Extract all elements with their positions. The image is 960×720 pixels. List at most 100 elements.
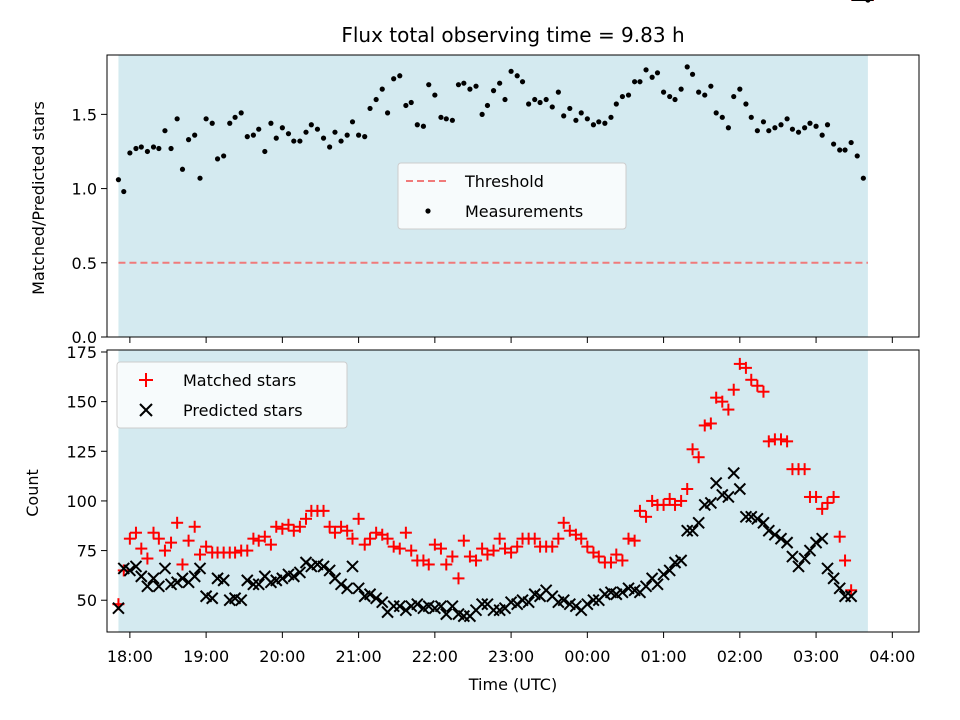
predicted-star-point bbox=[757, 516, 770, 529]
measurement-point bbox=[543, 96, 549, 103]
measurement-point bbox=[497, 80, 503, 86]
predicted-star-point bbox=[293, 566, 307, 579]
count-y-tick-label: 125 bbox=[66, 442, 97, 461]
measurement-point bbox=[802, 125, 808, 131]
measurement-point bbox=[584, 116, 590, 122]
matched-star-point bbox=[470, 554, 483, 567]
count-panel-frame bbox=[106, 349, 920, 633]
matched-star-point bbox=[681, 483, 694, 496]
matched-star-point bbox=[452, 572, 465, 585]
predicted-star-point bbox=[158, 562, 172, 575]
measurement-point bbox=[643, 67, 649, 73]
matched-star-point bbox=[241, 544, 254, 557]
matched-star-point bbox=[270, 520, 283, 533]
measurement-point bbox=[168, 145, 174, 152]
matched-star-point bbox=[821, 496, 834, 509]
measurement-point bbox=[837, 147, 843, 153]
measurement-point bbox=[713, 110, 719, 116]
measurement-point bbox=[349, 119, 356, 125]
measurement-point bbox=[285, 131, 292, 137]
matched-star-point bbox=[487, 544, 500, 557]
predicted-star-point bbox=[809, 536, 823, 549]
matched-star-point bbox=[833, 530, 846, 543]
measurement-point bbox=[784, 116, 790, 122]
measurement-point bbox=[150, 144, 157, 150]
ratio-legend-box bbox=[397, 162, 627, 230]
measurement-point bbox=[273, 135, 279, 141]
predicted-star-point bbox=[786, 550, 799, 563]
measurement-point bbox=[279, 125, 285, 131]
measurement-point bbox=[332, 129, 338, 135]
predicted-star-point bbox=[241, 574, 254, 587]
predicted-star-point bbox=[193, 562, 207, 575]
predicted-star-point bbox=[844, 590, 858, 603]
legend-measurement-swatch bbox=[425, 208, 431, 214]
predicted-star-point bbox=[206, 592, 219, 605]
measurement-point bbox=[719, 114, 725, 120]
x-tick-label: 03:00 bbox=[793, 647, 839, 666]
predicted-star-point bbox=[663, 564, 676, 577]
measurement-point bbox=[573, 117, 579, 123]
measurement-point bbox=[708, 83, 714, 89]
matched-star-point bbox=[393, 542, 406, 555]
matched-star-point bbox=[774, 433, 787, 446]
predicted-stars-points bbox=[112, 0, 874, 623]
predicted-star-point bbox=[188, 570, 201, 583]
predicted-star-point bbox=[774, 532, 788, 545]
measurement-point bbox=[860, 175, 866, 181]
measurement-point bbox=[115, 177, 122, 183]
predicted-star-point bbox=[112, 601, 125, 615]
measurement-point bbox=[426, 82, 432, 88]
matched-star-point bbox=[552, 532, 565, 545]
measurement-point bbox=[649, 74, 655, 80]
matched-star-point bbox=[299, 512, 312, 525]
measurement-point bbox=[789, 126, 796, 132]
measurement-point bbox=[689, 71, 696, 77]
matched-star-point bbox=[610, 548, 623, 561]
legend-threshold-label: Threshold bbox=[464, 172, 544, 191]
count-legend-box bbox=[116, 361, 348, 429]
measurement-point bbox=[414, 122, 420, 128]
measurement-point bbox=[408, 99, 414, 106]
measurement-point bbox=[613, 101, 619, 107]
matched-star-point bbox=[563, 524, 576, 537]
matched-star-point bbox=[282, 518, 295, 531]
matched-star-point bbox=[405, 544, 418, 557]
predicted-star-point bbox=[587, 594, 600, 607]
measurement-point bbox=[391, 76, 397, 82]
count-y-tick-label: 50 bbox=[77, 591, 97, 610]
matched-star-point bbox=[757, 385, 770, 398]
measurement-point bbox=[760, 119, 767, 125]
ratio-y-tick-label: 0.5 bbox=[72, 254, 97, 273]
matched-star-point bbox=[276, 522, 289, 535]
measurement-point bbox=[185, 137, 192, 143]
matched-star-point bbox=[323, 520, 336, 533]
measurement-point bbox=[672, 96, 678, 103]
measurement-point bbox=[608, 114, 614, 120]
predicted-star-point bbox=[798, 552, 811, 565]
matched-star-point bbox=[194, 548, 207, 561]
predicted-star-point bbox=[434, 599, 448, 613]
predicted-star-point bbox=[247, 578, 260, 591]
measurement-point bbox=[819, 132, 825, 138]
matched-star-point bbox=[200, 540, 213, 553]
measurement-point bbox=[314, 126, 321, 132]
measurement-point bbox=[192, 132, 198, 138]
matched-star-point bbox=[141, 552, 154, 565]
matched-star-point bbox=[505, 546, 518, 559]
matched-star-point bbox=[446, 550, 459, 563]
measurement-point bbox=[121, 188, 127, 195]
measurement-point bbox=[133, 145, 139, 152]
measurement-point bbox=[308, 122, 314, 128]
measurement-point bbox=[848, 139, 854, 146]
matched-star-point bbox=[287, 524, 300, 537]
legend-matched-label: Matched stars bbox=[183, 371, 296, 390]
predicted-star-point bbox=[821, 562, 834, 575]
measurement-point bbox=[443, 116, 449, 122]
measurement-point bbox=[144, 148, 151, 155]
measurement-point bbox=[619, 93, 626, 100]
x-tick-label: 18:00 bbox=[107, 647, 153, 666]
measurement-point bbox=[262, 148, 268, 155]
count-y-tick-label: 75 bbox=[77, 542, 97, 561]
measurement-point bbox=[519, 79, 526, 85]
